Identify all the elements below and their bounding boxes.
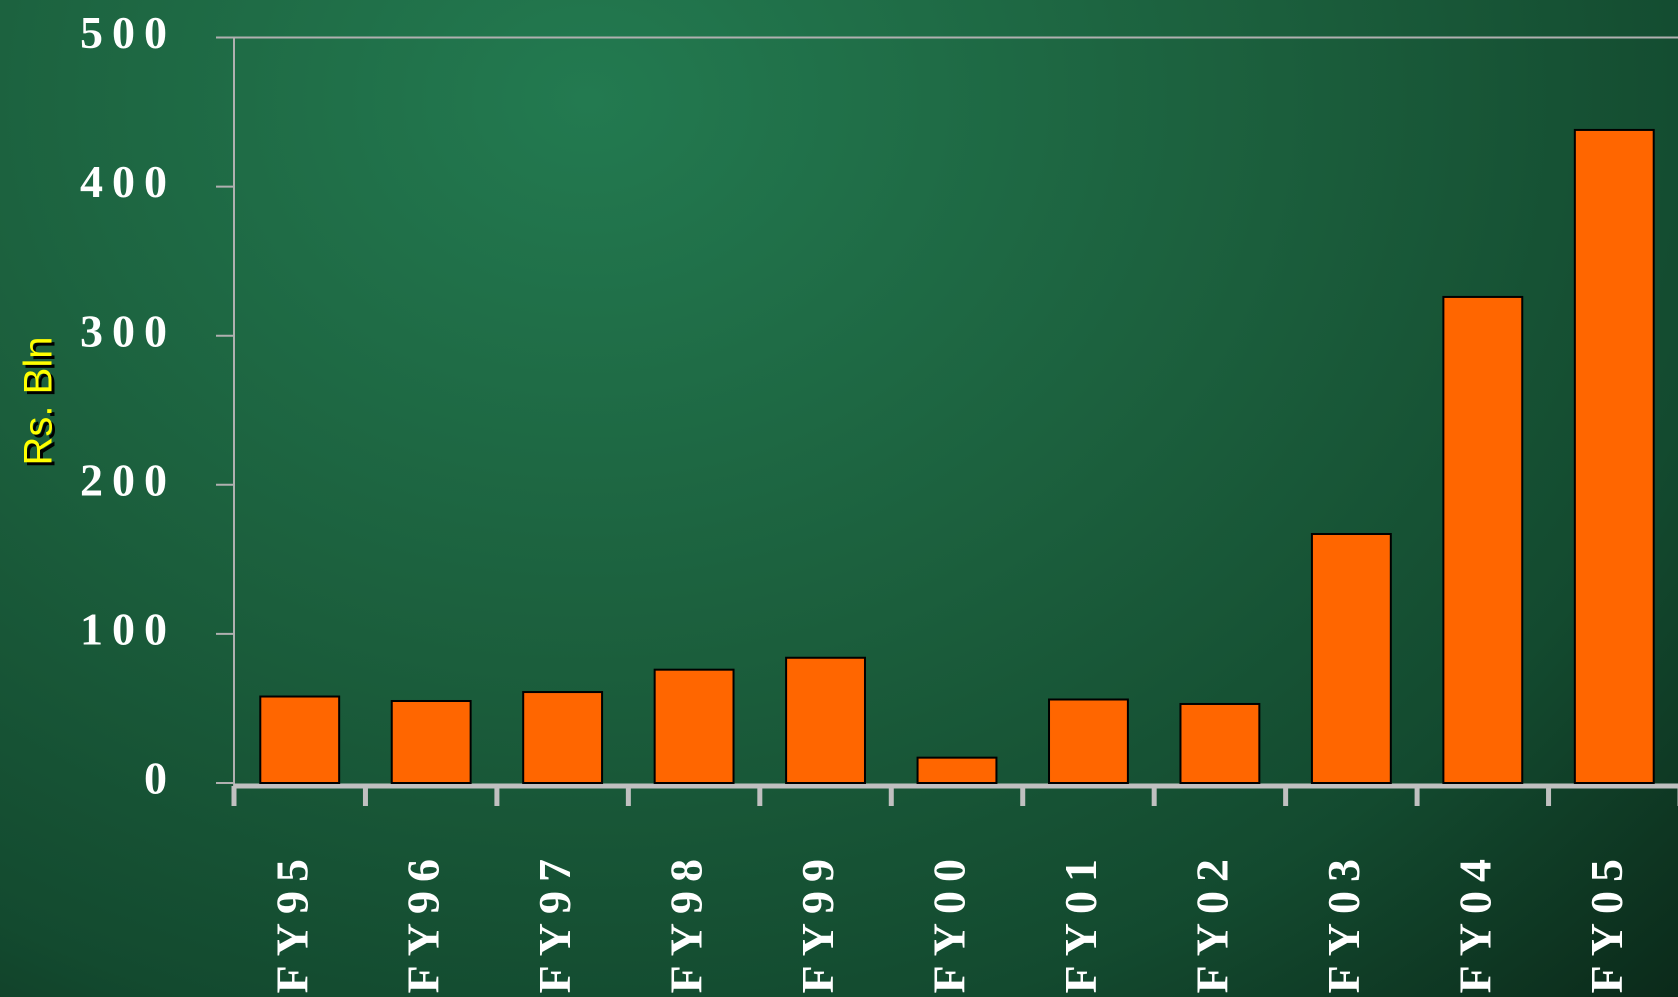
x-tick-label: FY05 (1581, 850, 1632, 993)
bar (785, 656, 866, 784)
bar (1048, 698, 1129, 785)
x-tick-label: FY00 (924, 850, 975, 993)
y-tick-label: 500 (80, 7, 176, 58)
x-tick-label: FY98 (661, 850, 712, 993)
y-tick-label: 200 (80, 454, 176, 505)
bar (390, 699, 472, 784)
y-tick-label: 300 (80, 305, 176, 356)
y-tick-label: 100 (80, 603, 176, 654)
bar (1179, 702, 1261, 784)
y-tick-label: 0 (144, 753, 176, 804)
x-tick-label: FY04 (1449, 850, 1500, 993)
y-tick-label: 400 (80, 156, 176, 207)
y-axis-title-shadow: Rs. Bln (20, 340, 64, 469)
bar (522, 691, 604, 785)
x-tick-label: FY95 (266, 850, 317, 993)
bar (1442, 295, 1524, 784)
x-tick-label: FY02 (1186, 850, 1237, 993)
x-tick-label: FY97 (529, 850, 580, 993)
x-tick-label: FY99 (792, 850, 843, 993)
bar (916, 756, 998, 785)
x-tick-label: FY03 (1318, 850, 1369, 993)
x-tick-label: FY96 (398, 850, 449, 993)
bar (1310, 533, 1392, 784)
bar (653, 668, 735, 785)
y-axis-title: Rs. Bln (17, 337, 61, 466)
bar (1573, 128, 1655, 784)
bar (259, 695, 341, 784)
x-tick-label: FY01 (1055, 850, 1106, 993)
